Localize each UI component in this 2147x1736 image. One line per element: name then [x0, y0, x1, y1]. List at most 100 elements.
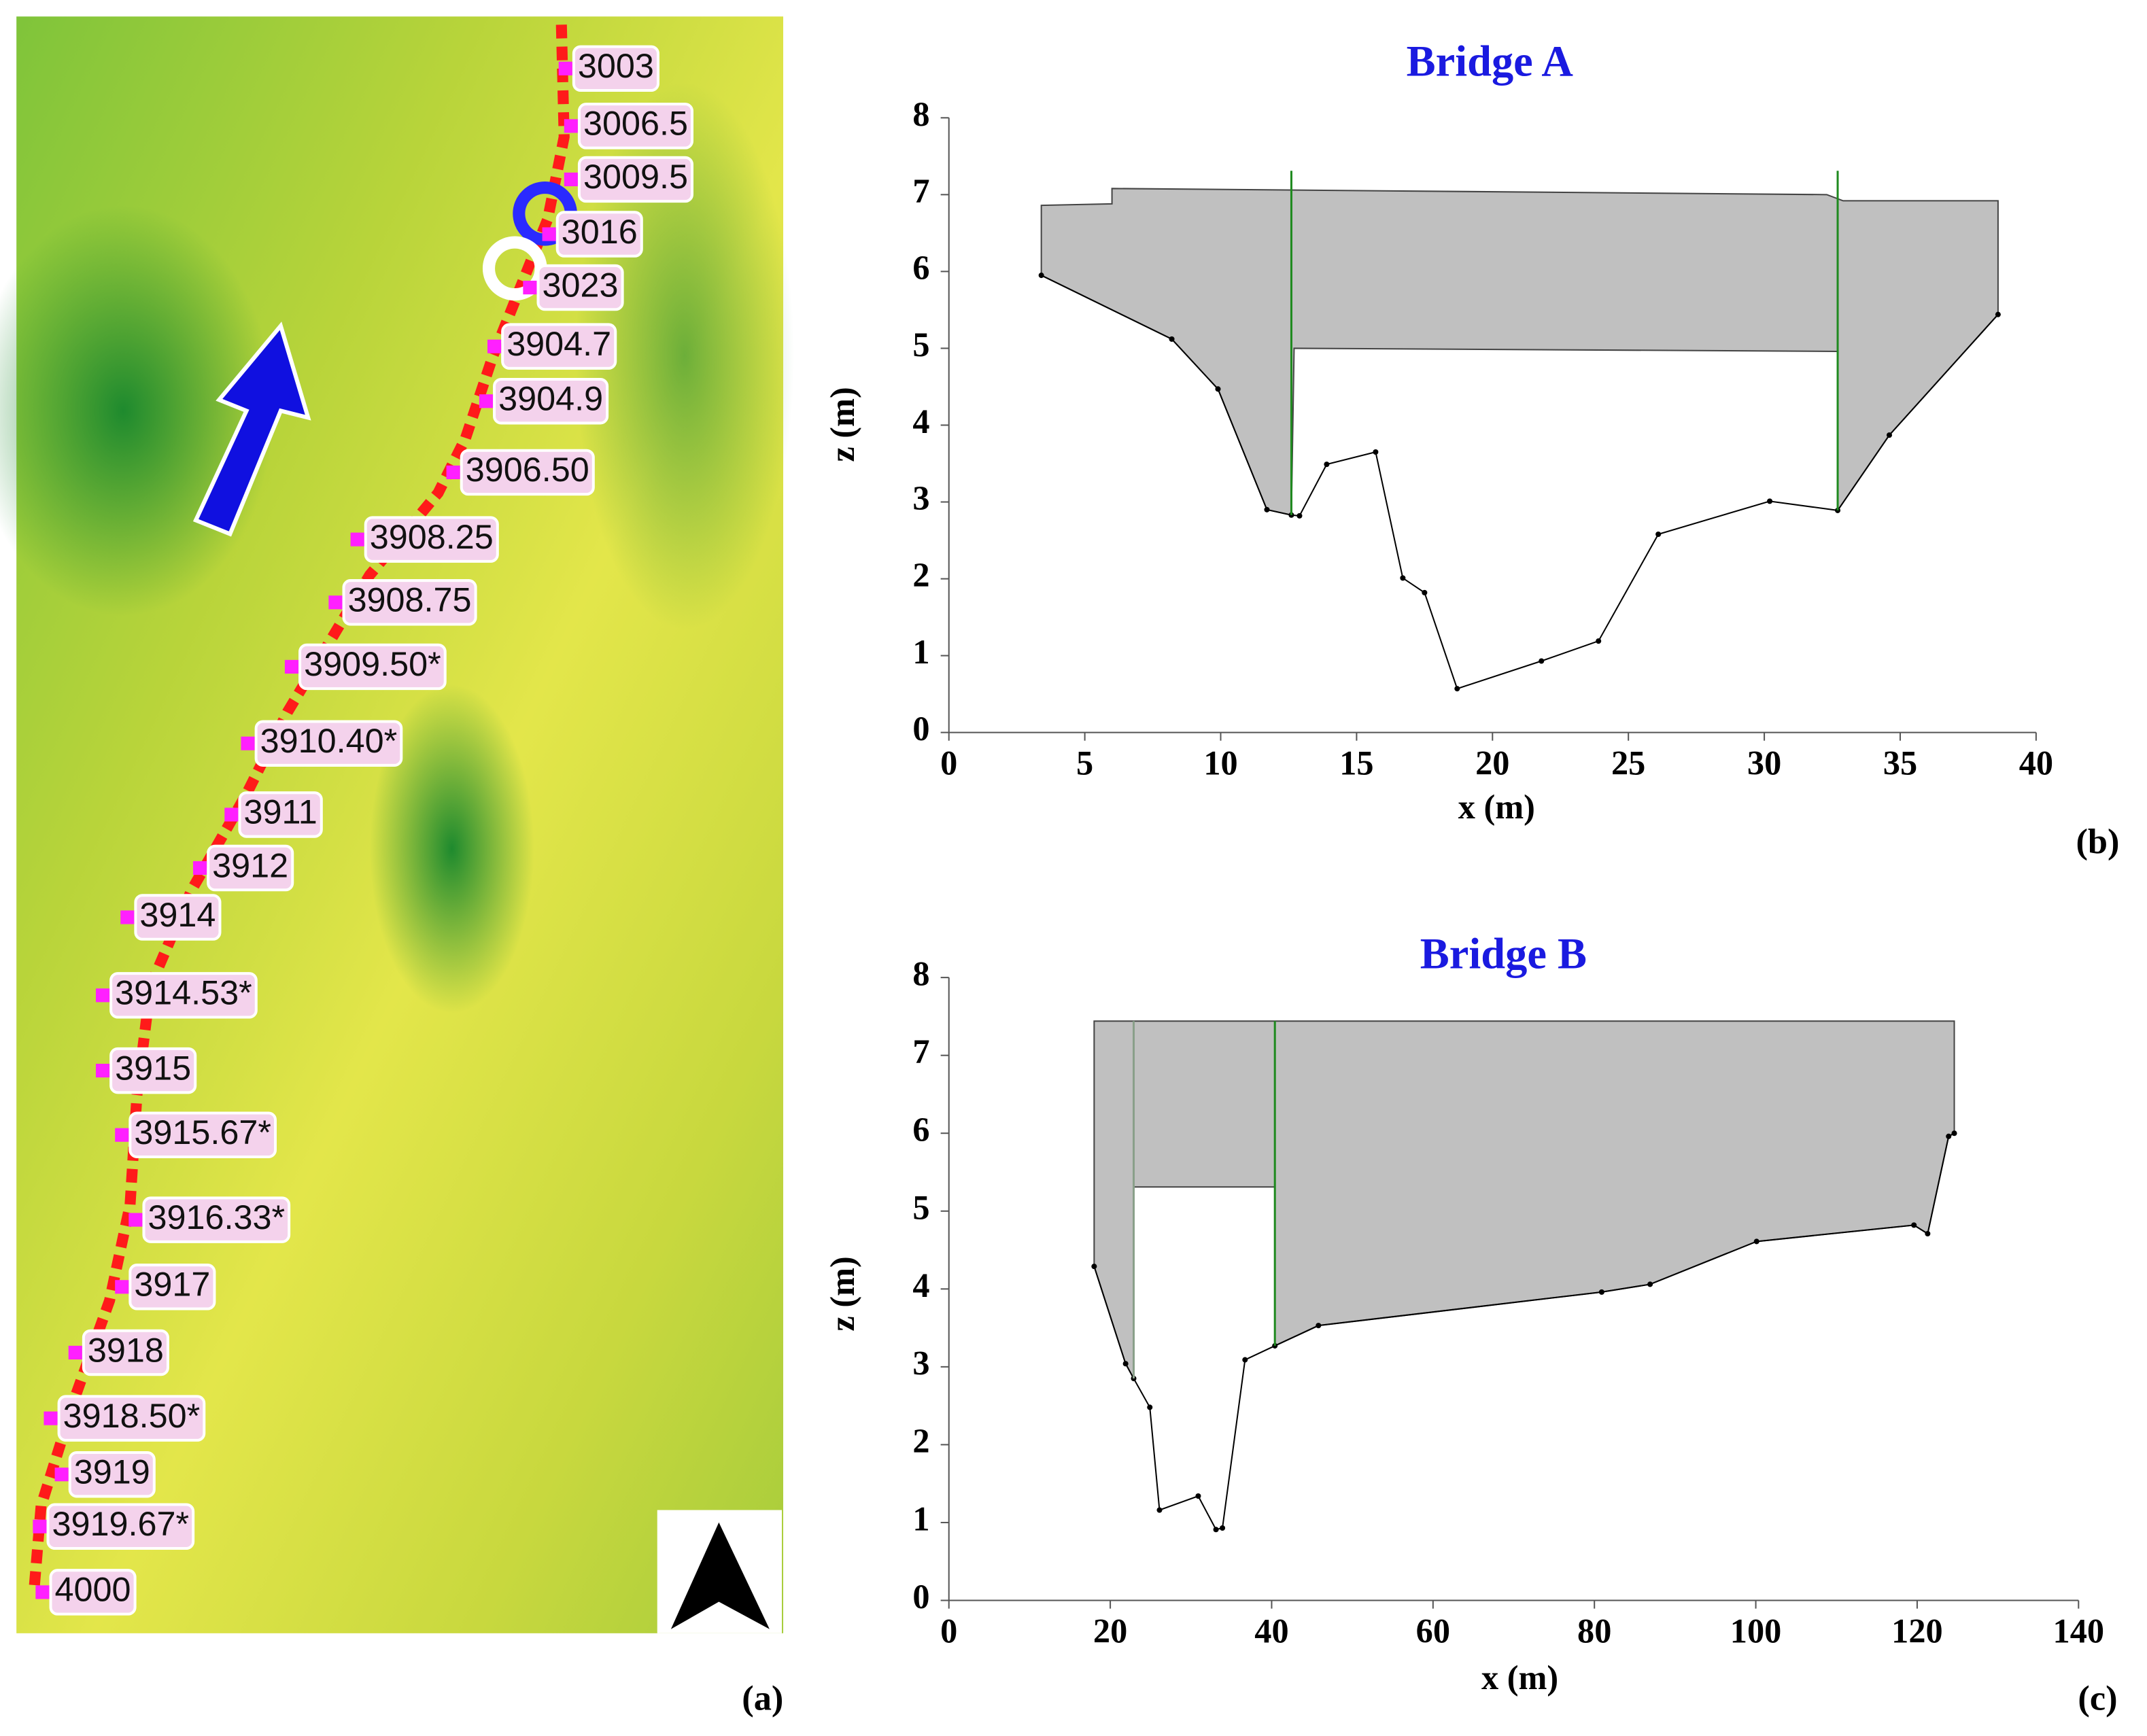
map-label: 3912 [192, 844, 294, 892]
station-marker [479, 394, 494, 409]
station-marker [241, 736, 255, 750]
label-box [128, 1111, 277, 1158]
x-tick-label: 120 [1891, 1612, 1943, 1650]
ground-point [1264, 506, 1270, 513]
ground-point [1091, 1264, 1097, 1270]
y-tick-label: 3 [912, 1344, 929, 1382]
y-tick-label: 8 [912, 955, 929, 993]
ground-point [1995, 311, 2001, 317]
station-marker [564, 172, 578, 187]
map-label: 3919 [54, 1451, 156, 1498]
ground-point [1324, 462, 1330, 468]
map-label: 3906.50 [446, 449, 595, 496]
map-label: 3916.33* [128, 1196, 291, 1243]
map-label: 3915.67* [115, 1111, 277, 1158]
ground-point [1147, 1404, 1153, 1410]
label-box [577, 156, 694, 203]
station-marker [95, 1064, 110, 1078]
label-box [493, 377, 609, 425]
station-marker [542, 227, 556, 241]
ground-point [1886, 432, 1893, 438]
ground-point [1242, 1357, 1248, 1363]
ground-point [1454, 686, 1460, 692]
ground-point [1767, 498, 1773, 504]
chart-title: Bridge B [1420, 930, 1587, 978]
chart: Bridge B x (m) z (m) (c) 0 20 40 60 80 100 120 140 0… [823, 930, 2117, 1718]
x-tick-label: 140 [2053, 1612, 2105, 1650]
y-tick-label: 0 [912, 1578, 929, 1616]
map-label: 3006.5 [564, 103, 694, 150]
station-label: 3919 [74, 1453, 150, 1491]
label-box [128, 1264, 216, 1310]
label-box [109, 972, 258, 1019]
label-box [207, 844, 294, 892]
ground-point [1316, 1323, 1322, 1329]
ground-point [1373, 449, 1379, 455]
station-marker [523, 280, 537, 295]
map-label: 3904.7 [487, 323, 617, 370]
ground-point [1655, 531, 1662, 538]
x-tick-label: 0 [940, 744, 957, 782]
x-axis-label: x (m) [1458, 788, 1535, 826]
map-label: 3009.5 [564, 156, 694, 203]
panel-label: (b) [2076, 822, 2119, 861]
label-box [142, 1196, 291, 1243]
ground-point [1422, 589, 1428, 595]
station-label: 3009.5 [583, 157, 688, 196]
station-label: 3918 [88, 1330, 164, 1369]
y-tick-label: 2 [912, 556, 929, 594]
y-tick-label: 5 [912, 326, 929, 364]
station-marker [487, 339, 502, 353]
x-tick-label: 40 [2019, 744, 2053, 782]
x-tick-label: 20 [1475, 744, 1509, 782]
ground-point [1946, 1133, 1952, 1139]
x-tick-label: 10 [1203, 744, 1237, 782]
label-box [342, 579, 477, 626]
y-tick-label: 6 [912, 249, 929, 287]
station-label: 4000 [55, 1570, 131, 1609]
station-label: 3915.67* [134, 1113, 271, 1151]
map-label: 3914.53* [95, 972, 258, 1019]
label-box [82, 1329, 169, 1376]
station-marker [33, 1519, 47, 1533]
y-tick-label: 1 [912, 633, 929, 671]
station-marker [120, 910, 135, 924]
label-box [57, 1395, 206, 1442]
y-tick-label: 4 [912, 402, 929, 440]
label-box [536, 264, 624, 311]
y-tick-label: 2 [912, 1422, 929, 1460]
y-tick-label: 7 [912, 1032, 929, 1071]
x-tick-label: 5 [1076, 744, 1093, 782]
map-label: 3911 [224, 791, 323, 838]
ground-point [1169, 336, 1175, 342]
station-marker [35, 1585, 50, 1599]
y-tick-label: 5 [912, 1188, 929, 1226]
y-tick-label: 1 [912, 1500, 929, 1538]
map-label: 3919.67* [33, 1503, 195, 1550]
deck-area [1093, 1020, 1955, 1379]
flow-arrow [192, 322, 311, 537]
station-label: 3918.50* [63, 1396, 201, 1435]
station-marker [115, 1128, 129, 1142]
station-marker [95, 988, 110, 1003]
station-label: 3023 [543, 265, 619, 304]
station-label: 3915 [115, 1048, 191, 1087]
ground-point [1213, 1527, 1219, 1533]
label-box [364, 516, 499, 563]
y-tick-label: 6 [912, 1111, 929, 1149]
station-label: 3919.67* [52, 1504, 190, 1543]
map-label: 3909.50* [284, 643, 447, 691]
x-tick-label: 0 [940, 1612, 957, 1650]
ground-point [1598, 1289, 1604, 1295]
station-label: 3911 [243, 793, 317, 831]
station-label: 3910.40* [260, 721, 398, 760]
y-tick-label: 8 [912, 95, 929, 133]
station-label: 3916.33* [148, 1198, 286, 1236]
station-marker [284, 659, 299, 674]
station-marker [558, 61, 572, 75]
x-tick-label: 80 [1577, 1612, 1611, 1650]
map-label: 3918 [68, 1329, 169, 1376]
label-box [68, 1451, 156, 1498]
station-label: 3914 [139, 895, 216, 934]
